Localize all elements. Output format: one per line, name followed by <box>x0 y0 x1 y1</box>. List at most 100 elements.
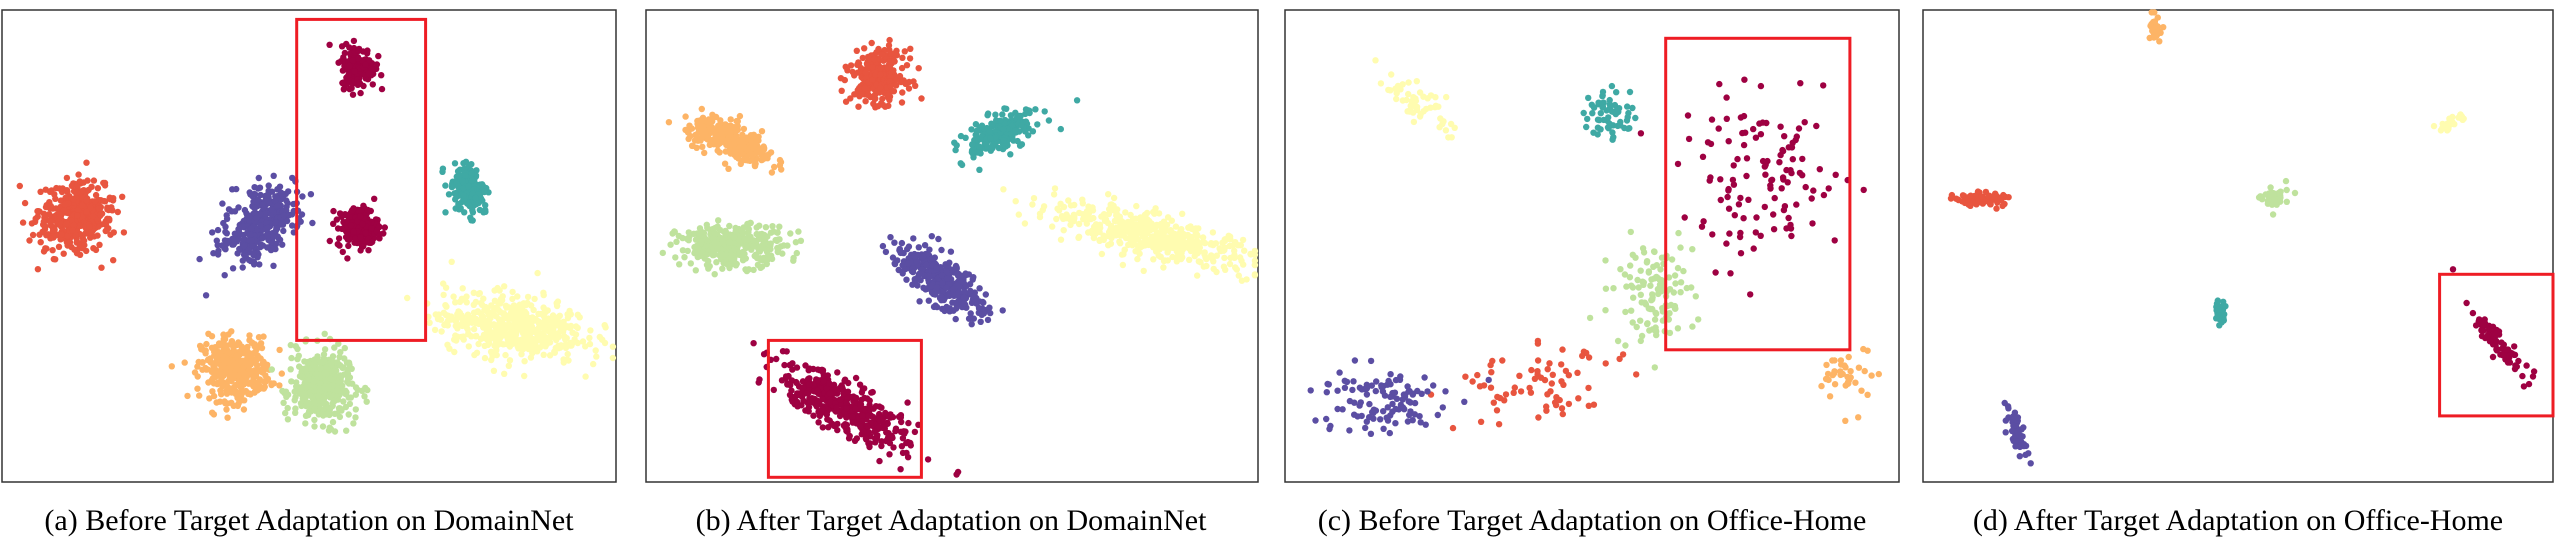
scatter-point <box>932 291 939 298</box>
scatter-point <box>34 266 42 273</box>
scatter-point <box>1105 242 1112 249</box>
scatter-point <box>699 114 707 122</box>
scatter-point <box>824 416 831 423</box>
scatter-point <box>272 219 279 226</box>
scatter-point <box>869 76 876 83</box>
scatter-point <box>970 315 977 322</box>
scatter-point <box>331 410 338 417</box>
scatter-point <box>771 163 778 171</box>
scatter-point <box>209 229 216 236</box>
scatter-point <box>890 444 897 451</box>
scatter-point <box>1075 234 1082 241</box>
scatter-point <box>924 456 932 463</box>
scatter-point <box>1119 261 1127 269</box>
scatter-point <box>1155 210 1163 217</box>
scatter-point <box>373 61 381 68</box>
scatter-point <box>375 223 383 230</box>
scatter-point <box>933 303 941 311</box>
scatter-point <box>352 414 359 421</box>
scatter-point <box>283 203 290 210</box>
scatter-point <box>1137 224 1144 232</box>
scatter-point <box>460 296 467 303</box>
scatter-point <box>1177 227 1184 234</box>
scatter-point <box>1241 247 1248 254</box>
scatter-point <box>514 316 521 323</box>
scatter-point <box>947 248 955 255</box>
scatter-point <box>667 241 674 248</box>
scatter-point <box>94 185 102 192</box>
scatter-point <box>876 457 883 465</box>
scatter-point <box>304 358 311 366</box>
scatter-point <box>1151 210 1158 217</box>
scatter-point <box>359 220 366 228</box>
scatter-point <box>721 160 729 167</box>
scatter-point <box>63 220 71 227</box>
scatter-point <box>335 340 342 347</box>
scatter-point <box>31 218 39 225</box>
cluster-6 <box>326 195 388 262</box>
scatter-point <box>793 249 800 257</box>
scatter-point <box>789 360 796 367</box>
scatter-point <box>228 341 235 348</box>
scatter-point <box>257 355 264 362</box>
scatter-point <box>739 257 747 264</box>
scatter-point <box>976 143 983 150</box>
scatter-point <box>1149 241 1157 248</box>
scatter-point <box>288 354 295 362</box>
scatter-point <box>194 363 201 370</box>
scatter-point <box>877 71 884 78</box>
scatter-point <box>685 229 692 236</box>
scatter-point <box>261 378 268 385</box>
scatter-point <box>256 210 264 218</box>
scatter-point <box>1157 220 1165 228</box>
scatter-point <box>714 245 721 252</box>
scatter-point <box>720 259 727 267</box>
scatter-point <box>1098 250 1106 258</box>
scatter-point <box>26 237 33 244</box>
scatter-point <box>975 304 983 312</box>
scatter-point <box>47 202 54 210</box>
scatter-point <box>847 62 855 69</box>
scatter-point <box>314 353 321 360</box>
scatter-point <box>1243 276 1250 283</box>
scatter-point <box>708 124 716 131</box>
scatter-point <box>282 409 289 417</box>
scatter-point <box>319 423 327 430</box>
scatter-point <box>943 275 951 282</box>
scatter-point <box>676 261 683 268</box>
scatter-point <box>119 193 126 200</box>
scatter-point <box>950 285 958 293</box>
scatter-point <box>63 187 71 194</box>
scatter-point <box>561 333 568 340</box>
scatter-point <box>327 394 334 401</box>
scatter-point <box>673 238 680 245</box>
scatter-point <box>330 220 337 227</box>
scatter-point <box>1089 204 1096 211</box>
scatter-point <box>750 266 757 274</box>
scatter-point <box>97 212 104 219</box>
scatter-point <box>375 52 382 60</box>
scatter-point <box>909 268 917 276</box>
scatter-point <box>19 219 27 226</box>
scatter-point <box>442 311 450 319</box>
scatter-point <box>894 257 901 264</box>
scatter-point <box>357 247 364 254</box>
scatter-point <box>856 85 864 93</box>
scatter-point <box>259 235 266 242</box>
scatter-point <box>47 235 54 242</box>
scatter-point <box>349 57 357 64</box>
scatter-point <box>960 294 968 301</box>
scatter-point <box>918 95 925 102</box>
scatter-point <box>88 183 95 190</box>
scatter-point <box>899 270 906 277</box>
scatter-point <box>878 51 886 58</box>
scatter-point <box>736 112 744 120</box>
scatter-point <box>309 219 316 227</box>
scatter-point <box>893 82 900 89</box>
scatter-point <box>550 325 557 332</box>
scatter-point <box>431 326 439 334</box>
scatter-point <box>1176 236 1184 243</box>
scatter-point <box>868 389 875 396</box>
scatter-point <box>184 392 191 400</box>
scatter-point <box>527 302 535 309</box>
